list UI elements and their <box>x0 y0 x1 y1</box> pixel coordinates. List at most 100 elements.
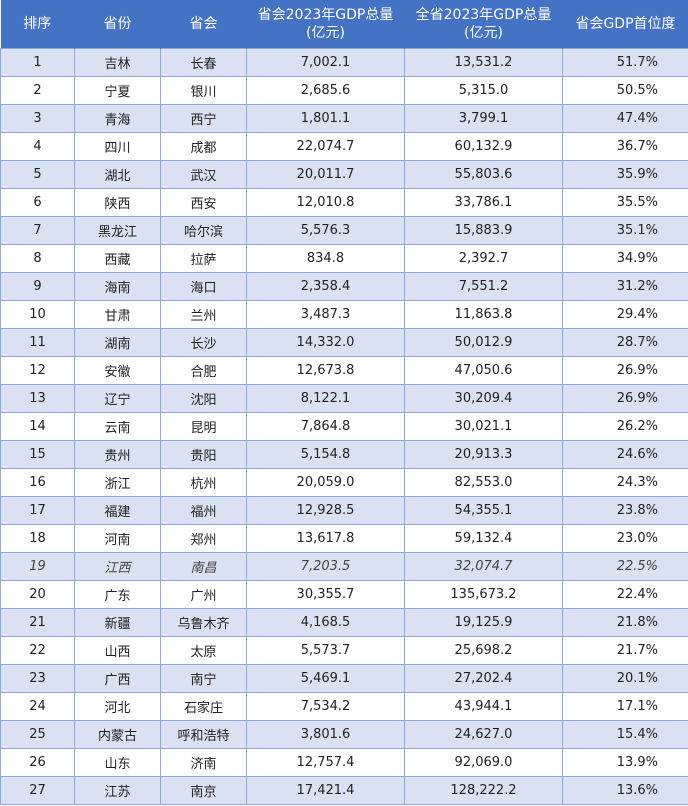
cell-capital-gdp: 2,358.4 <box>246 272 405 301</box>
table-row: 7 黑龙江 哈尔滨 5,576.3 15,883.9 35.1% <box>0 216 688 245</box>
cell-rank: 8 <box>0 244 75 273</box>
cell-rank: 2 <box>0 76 75 105</box>
cell-capital: 西宁 <box>160 104 247 133</box>
cell-province-gdp: 27,202.4 <box>404 664 563 693</box>
cell-capital: 南京 <box>160 776 247 805</box>
cell-primacy: 13.9% <box>562 748 688 777</box>
cell-province: 安徽 <box>74 356 161 385</box>
table-row: 24 河北 石家庄 7,534.2 43,944.1 17.1% <box>0 692 688 721</box>
cell-capital: 长沙 <box>160 328 247 357</box>
table-row: 6 陕西 西安 12,010.8 33,786.1 35.5% <box>0 188 688 217</box>
cell-capital-gdp: 22,074.7 <box>246 132 405 161</box>
cell-capital-gdp: 7,002.1 <box>246 48 405 77</box>
cell-rank: 25 <box>0 720 75 749</box>
cell-province-gdp: 55,803.6 <box>404 160 563 189</box>
cell-province: 黑龙江 <box>74 216 161 245</box>
cell-primacy: 34.9% <box>562 244 688 273</box>
cell-capital: 杭州 <box>160 468 247 497</box>
cell-primacy: 13.6% <box>562 776 688 805</box>
cell-capital: 南宁 <box>160 664 247 693</box>
cell-primacy: 17.1% <box>562 692 688 721</box>
table-row: 20 广东 广州 30,355.7 135,673.2 22.4% <box>0 580 688 609</box>
cell-province: 江苏 <box>74 776 161 805</box>
cell-province: 山西 <box>74 636 161 665</box>
cell-primacy: 26.9% <box>562 356 688 385</box>
cell-capital-gdp: 5,154.8 <box>246 440 405 469</box>
cell-primacy: 31.2% <box>562 272 688 301</box>
cell-capital: 长春 <box>160 48 247 77</box>
cell-capital: 拉萨 <box>160 244 247 273</box>
cell-province-gdp: 11,863.8 <box>404 300 563 329</box>
table-row: 1 吉林 长春 7,002.1 13,531.2 51.7% <box>0 48 688 77</box>
cell-province: 辽宁 <box>74 384 161 413</box>
cell-rank: 20 <box>0 580 75 609</box>
cell-province: 湖南 <box>74 328 161 357</box>
cell-province-gdp: 128,222.2 <box>404 776 563 805</box>
cell-primacy: 35.1% <box>562 216 688 245</box>
cell-capital: 海口 <box>160 272 247 301</box>
cell-capital-gdp: 7,864.8 <box>246 412 405 441</box>
cell-capital: 哈尔滨 <box>160 216 247 245</box>
cell-province-gdp: 135,673.2 <box>404 580 563 609</box>
cell-primacy: 26.9% <box>562 384 688 413</box>
header-capital-gdp: 省会2023年GDP总量 (亿元) <box>246 0 405 49</box>
header-rank: 排序 <box>0 0 75 49</box>
cell-capital: 济南 <box>160 748 247 777</box>
cell-primacy: 36.7% <box>562 132 688 161</box>
table-row: 13 辽宁 沈阳 8,122.1 30,209.4 26.9% <box>0 384 688 413</box>
cell-capital: 乌鲁木齐 <box>160 608 247 637</box>
table-row: 22 山西 太原 5,573.7 25,698.2 21.7% <box>0 636 688 665</box>
cell-rank: 26 <box>0 748 75 777</box>
cell-capital-gdp: 12,010.8 <box>246 188 405 217</box>
cell-capital-gdp: 12,928.5 <box>246 496 405 525</box>
cell-capital-gdp: 5,573.7 <box>246 636 405 665</box>
cell-rank: 11 <box>0 328 75 357</box>
cell-province: 广西 <box>74 664 161 693</box>
cell-primacy: 28.7% <box>562 328 688 357</box>
cell-province: 广东 <box>74 580 161 609</box>
cell-rank: 27 <box>0 776 75 805</box>
cell-province-gdp: 7,551.2 <box>404 272 563 301</box>
cell-rank: 10 <box>0 300 75 329</box>
cell-capital-gdp: 3,801.6 <box>246 720 405 749</box>
cell-province-gdp: 15,883.9 <box>404 216 563 245</box>
cell-province-gdp: 43,944.1 <box>404 692 563 721</box>
cell-province: 河北 <box>74 692 161 721</box>
cell-capital: 南昌 <box>160 552 247 581</box>
cell-province: 海南 <box>74 272 161 301</box>
cell-capital-gdp: 3,487.3 <box>246 300 405 329</box>
cell-primacy: 24.6% <box>562 440 688 469</box>
table-row: 21 新疆 乌鲁木齐 4,168.5 19,125.9 21.8% <box>0 608 688 637</box>
cell-capital-gdp: 834.8 <box>246 244 405 273</box>
cell-province: 内蒙古 <box>74 720 161 749</box>
cell-capital-gdp: 20,011.7 <box>246 160 405 189</box>
cell-rank: 3 <box>0 104 75 133</box>
cell-capital-gdp: 1,801.1 <box>246 104 405 133</box>
cell-province-gdp: 2,392.7 <box>404 244 563 273</box>
cell-rank: 17 <box>0 496 75 525</box>
table-row: 12 安徽 合肥 12,673.8 47,050.6 26.9% <box>0 356 688 385</box>
cell-rank: 12 <box>0 356 75 385</box>
cell-capital: 贵阳 <box>160 440 247 469</box>
cell-rank: 9 <box>0 272 75 301</box>
cell-capital: 兰州 <box>160 300 247 329</box>
cell-province-gdp: 5,315.0 <box>404 76 563 105</box>
cell-capital: 石家庄 <box>160 692 247 721</box>
table-row: 2 宁夏 银川 2,685.6 5,315.0 50.5% <box>0 76 688 105</box>
cell-capital-gdp: 13,617.8 <box>246 524 405 553</box>
cell-province: 山东 <box>74 748 161 777</box>
cell-rank: 22 <box>0 636 75 665</box>
table-row: 5 湖北 武汉 20,011.7 55,803.6 35.9% <box>0 160 688 189</box>
cell-province-gdp: 30,021.1 <box>404 412 563 441</box>
cell-primacy: 21.8% <box>562 608 688 637</box>
cell-capital: 昆明 <box>160 412 247 441</box>
cell-rank: 21 <box>0 608 75 637</box>
cell-primacy: 22.4% <box>562 580 688 609</box>
cell-province: 江西 <box>74 552 161 581</box>
table-row: 4 四川 成都 22,074.7 60,132.9 36.7% <box>0 132 688 161</box>
cell-province: 甘肃 <box>74 300 161 329</box>
cell-capital-gdp: 4,168.5 <box>246 608 405 637</box>
cell-province-gdp: 59,132.4 <box>404 524 563 553</box>
table-row: 10 甘肃 兰州 3,487.3 11,863.8 29.4% <box>0 300 688 329</box>
cell-province: 贵州 <box>74 440 161 469</box>
